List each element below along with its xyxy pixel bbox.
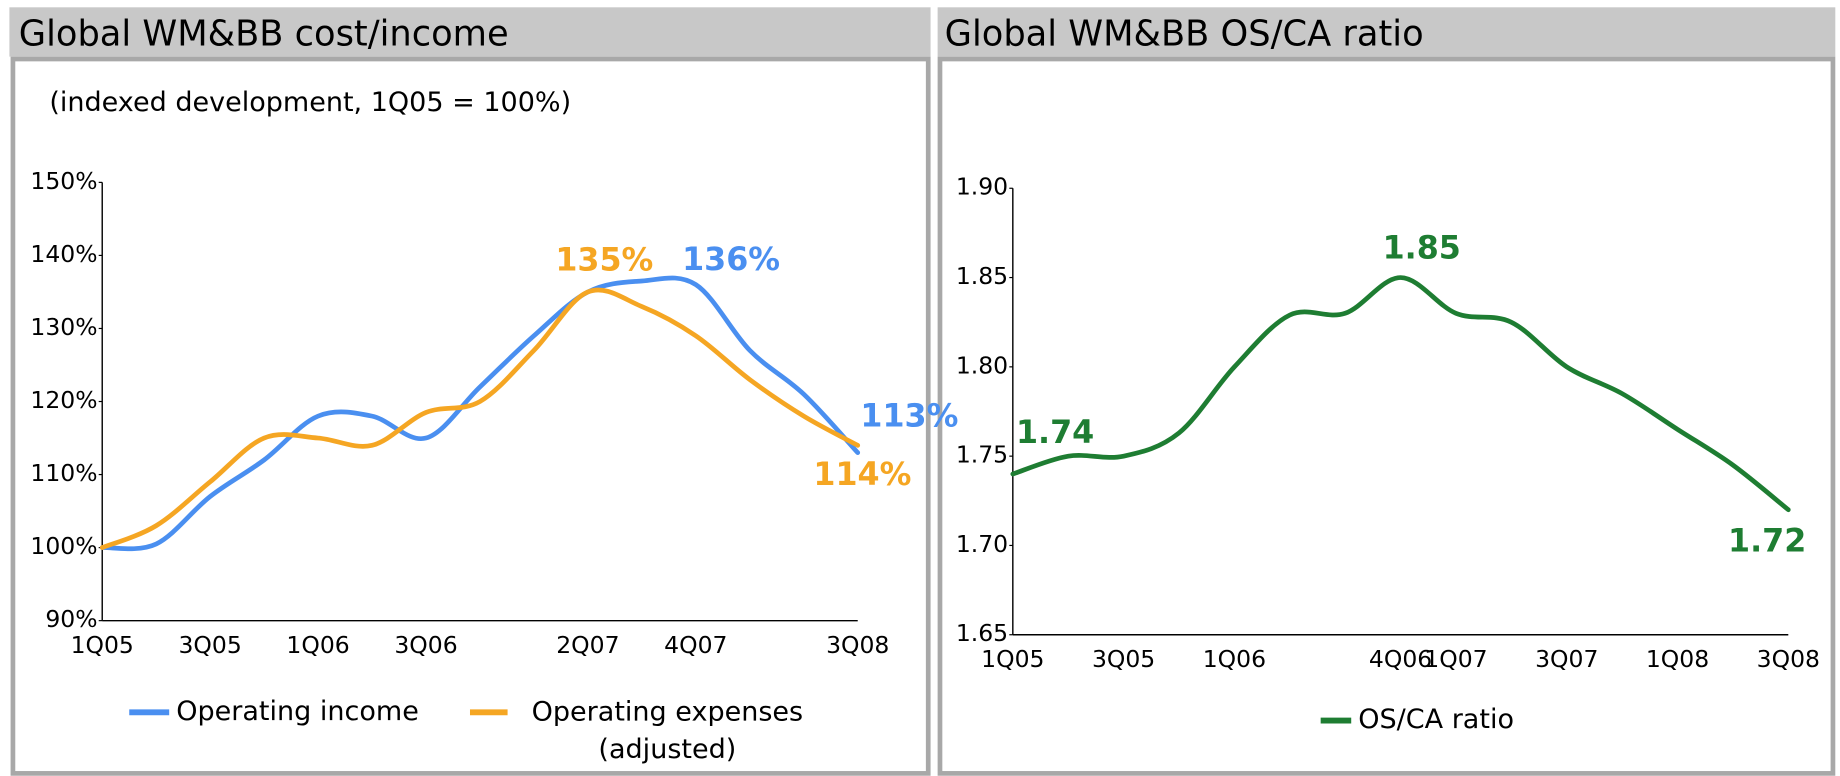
y-tick-label: 140% [30, 240, 97, 268]
y-tick-label: 150% [30, 167, 97, 195]
legend-label: OS/CA ratio [1358, 704, 1514, 735]
x-tick-label: 1Q05 [981, 645, 1044, 673]
data-label: 1.74 [1016, 415, 1094, 451]
data-label: 114% [813, 457, 911, 493]
x-tick-label: 1Q08 [1646, 645, 1709, 673]
series-line [1010, 275, 1791, 513]
y-tick-label: 1.80 [956, 351, 1008, 379]
x-tick-label: 3Q07 [1535, 645, 1598, 673]
x-tick-label: 4Q07 [664, 631, 727, 659]
y-tick-label: 1.85 [956, 262, 1008, 290]
y-tick-label: 1.90 [956, 173, 1008, 201]
x-tick-label: 1Q07 [1424, 645, 1487, 673]
x-tick-label: 3Q08 [1757, 645, 1820, 673]
x-tick-label: 1Q06 [286, 631, 349, 659]
data-label: 135% [555, 242, 653, 278]
data-label: 113% [860, 398, 958, 434]
chart-title: Global WM&BB cost/income [19, 14, 509, 55]
series-line [99, 275, 861, 552]
legend-label: Operating expenses (adjusted) [531, 697, 804, 766]
x-tick-label: 1Q06 [1203, 645, 1266, 673]
chart-subtitle: (indexed development, 1Q05 = 100%) [49, 87, 571, 118]
y-tick-label: 1.75 [956, 441, 1008, 469]
x-tick-label: 3Q06 [394, 631, 457, 659]
y-tick-label: 1.70 [956, 530, 1008, 558]
chart-title: Global WM&BB OS/CA ratio [945, 14, 1424, 55]
data-label: 136% [682, 242, 780, 278]
x-tick-label: 3Q05 [1092, 645, 1155, 673]
y-tick-label: 100% [30, 532, 97, 560]
data-label: 1.85 [1383, 230, 1461, 266]
series-line [99, 287, 861, 550]
panel-frame [10, 56, 931, 776]
legend-label: Operating income [176, 696, 419, 727]
y-tick-label: 120% [30, 386, 97, 414]
x-tick-label: 2Q07 [556, 631, 619, 659]
y-tick-label: 90% [45, 605, 97, 633]
panel-frame [937, 56, 1836, 776]
y-tick-label: 110% [30, 459, 97, 487]
x-tick-label: 3Q05 [178, 631, 241, 659]
x-tick-label: 4Q06 [1369, 645, 1432, 673]
y-tick-label: 1.65 [956, 619, 1008, 647]
y-tick-label: 130% [30, 313, 97, 341]
data-label: 1.72 [1728, 524, 1806, 560]
x-tick-label: 1Q05 [71, 631, 134, 659]
panel-header [9, 7, 931, 57]
legend-entry: Operating expenses (adjusted) [531, 697, 804, 766]
panel-header [937, 7, 1836, 57]
x-tick-label: 3Q08 [826, 631, 889, 659]
